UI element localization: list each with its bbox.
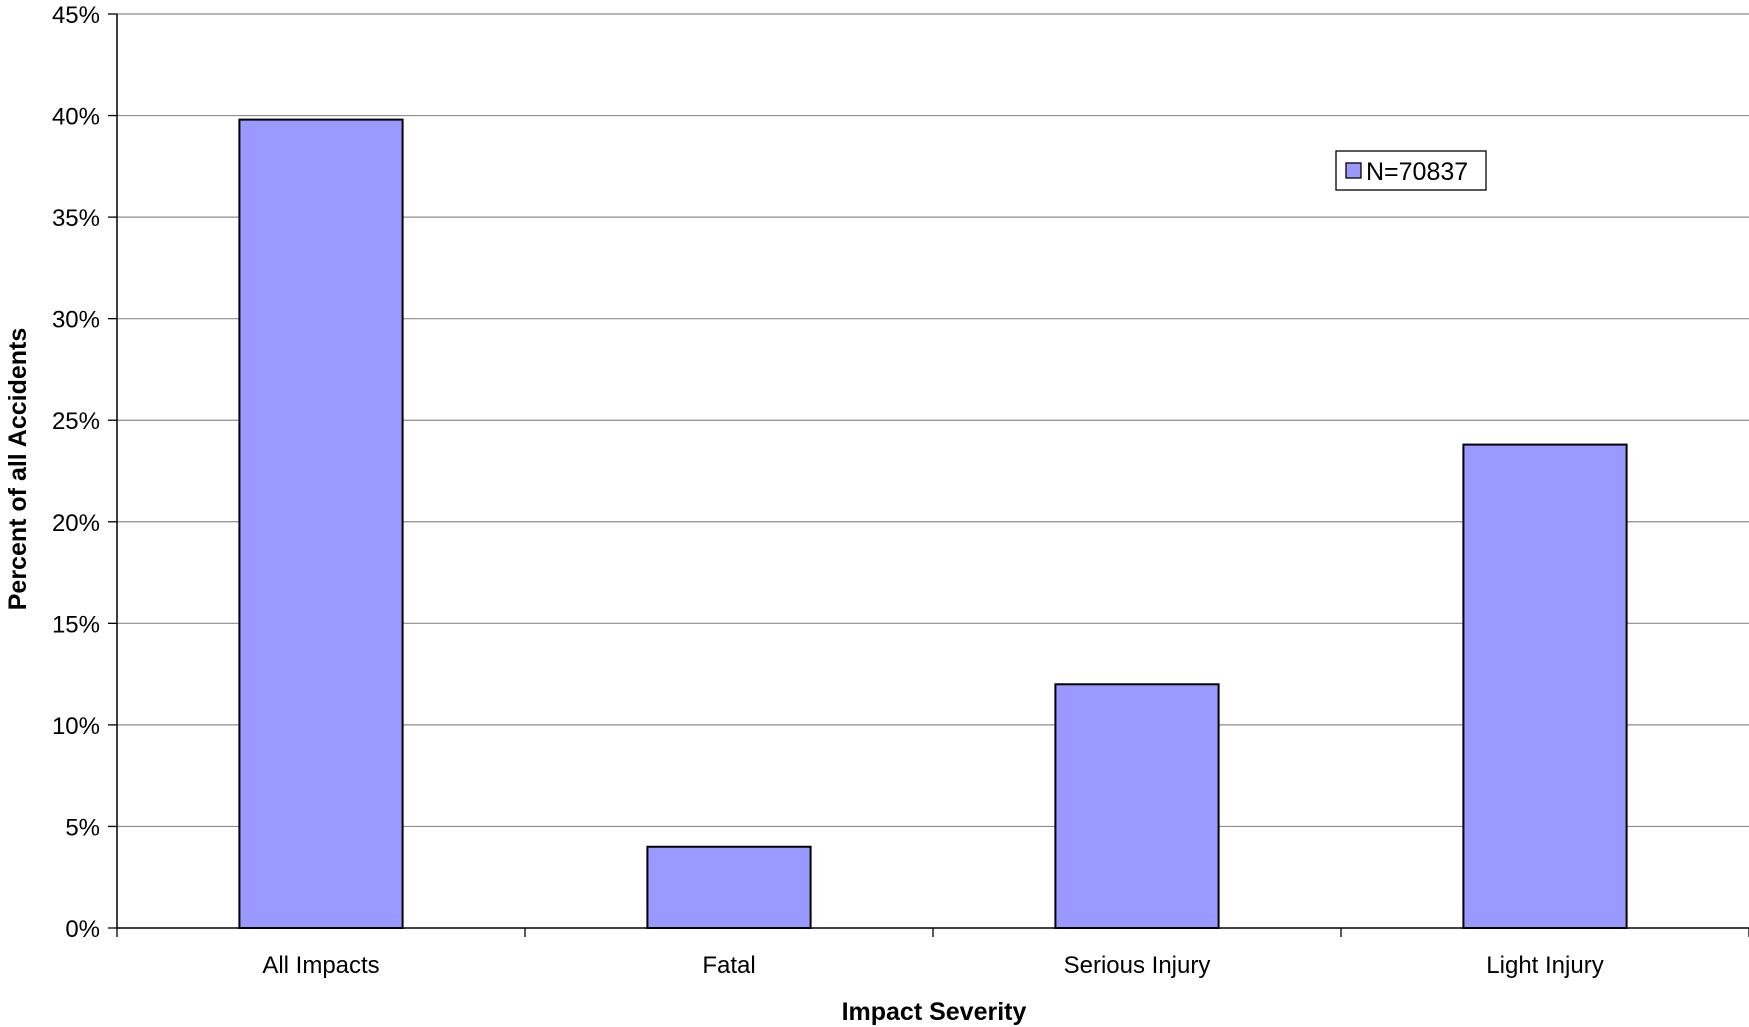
y-tick-label: 0%: [65, 916, 100, 943]
y-tick-label: 5%: [65, 814, 100, 841]
x-axis-ticks: All Impacts Fatal Serious Injury Light Inju…: [116, 928, 1749, 979]
bar-serious-injury: [1054, 683, 1220, 929]
bars: [238, 118, 1628, 929]
y-tick-label: 20%: [52, 510, 100, 537]
y-tick-label: 25%: [52, 408, 100, 435]
y-tick-label: 35%: [52, 205, 100, 232]
y-tick-label: 15%: [52, 611, 100, 638]
bar-light-injury: [1462, 443, 1628, 929]
x-tick-label: Light Injury: [1486, 952, 1603, 979]
y-tick-label: 30%: [52, 307, 100, 334]
x-tick-label: All Impacts: [262, 952, 379, 979]
legend-label: N=70837: [1366, 158, 1468, 186]
x-axis-title: Impact Severity: [842, 998, 1027, 1026]
y-tick-label: 10%: [52, 713, 100, 740]
bar-fatal: [646, 845, 812, 929]
x-tick-label: Fatal: [702, 952, 755, 979]
y-axis-ticks: 0% 5% 10% 15% 20% 25% 30% 35% 40% 45%: [52, 2, 117, 943]
legend: N=70837: [1335, 150, 1487, 191]
x-tick-label: Serious Injury: [1064, 952, 1211, 979]
bar-all-impacts: [238, 118, 404, 929]
y-tick-label: 45%: [52, 2, 100, 29]
y-tick-label: 40%: [52, 104, 100, 131]
legend-swatch: [1345, 162, 1362, 179]
y-axis-title: Percent of all Accidents: [4, 328, 32, 611]
